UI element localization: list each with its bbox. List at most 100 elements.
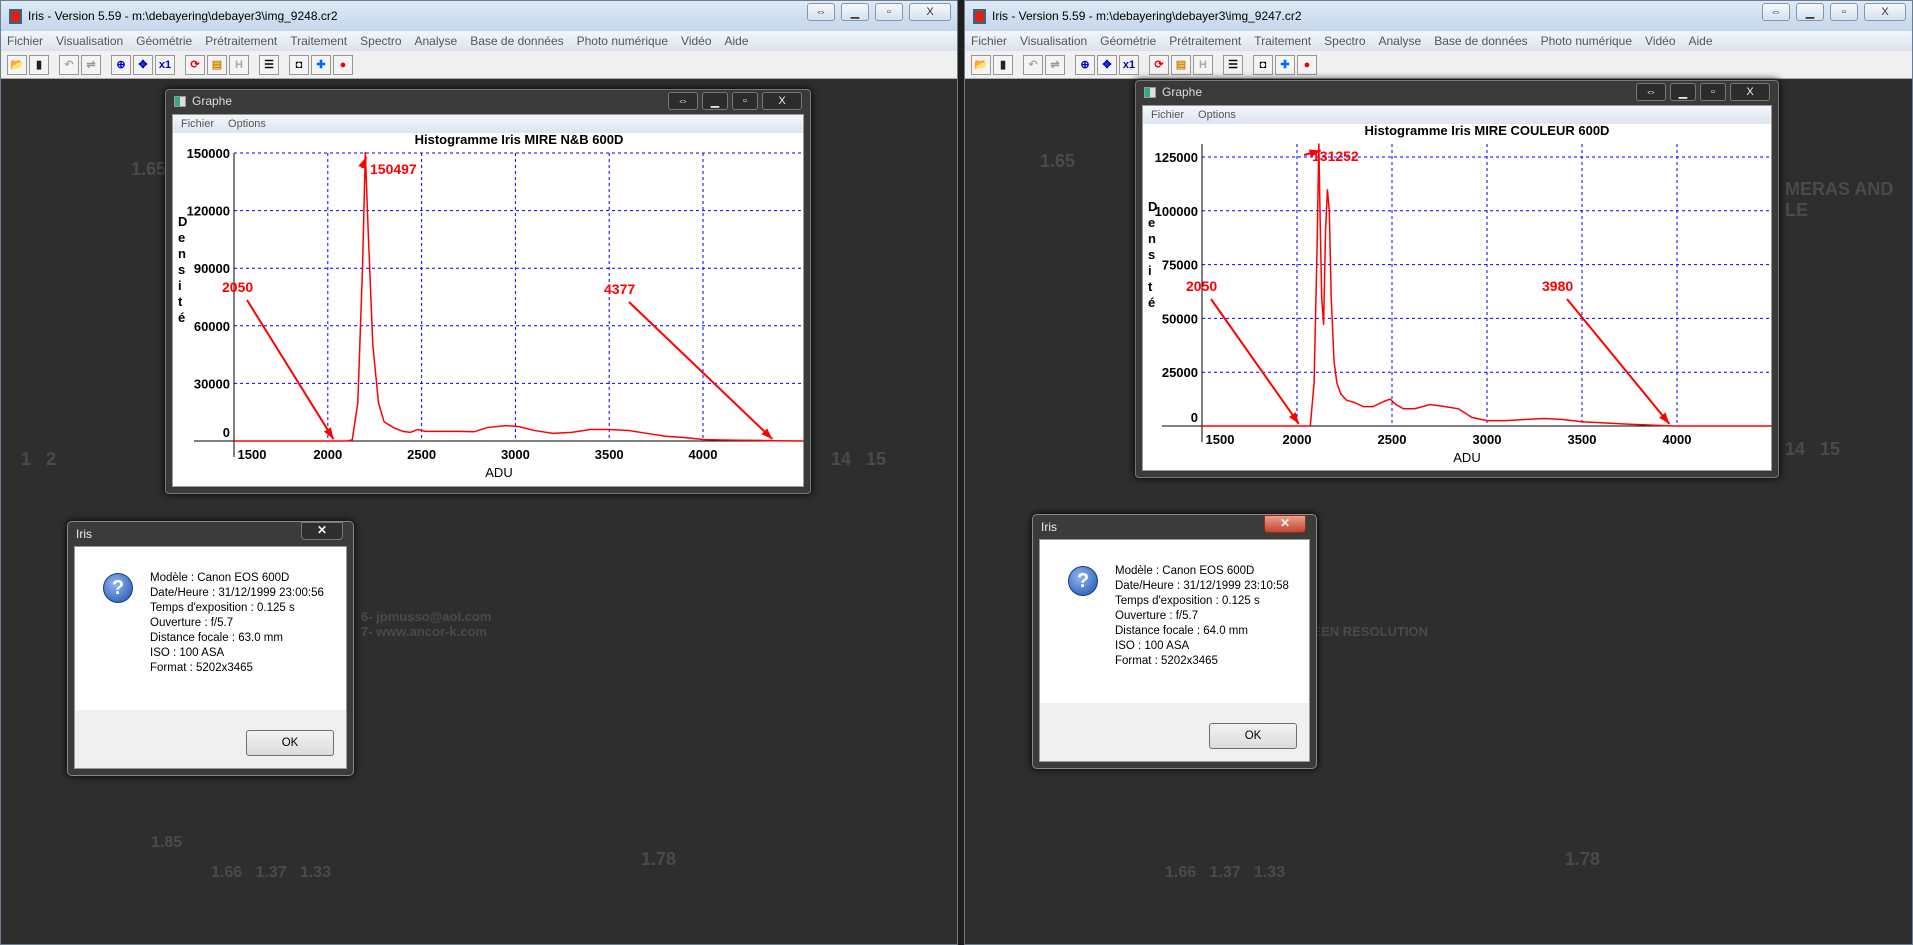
minimize-button[interactable]: ▁ bbox=[1670, 83, 1696, 101]
record-icon[interactable]: ● bbox=[333, 54, 353, 75]
menu-item[interactable]: Visualisation bbox=[1020, 34, 1088, 48]
resize-arrows-button[interactable]: ⇔ bbox=[668, 92, 698, 110]
graph-menu-options[interactable]: Options bbox=[1198, 109, 1236, 121]
x-tick-label: 3500 bbox=[595, 447, 624, 462]
graph-window-right: Graphe ⇔ ▁ ▫ X Fichier Options bbox=[1135, 80, 1779, 478]
menu-item[interactable]: Photo numérique bbox=[1540, 34, 1633, 48]
menu-item[interactable]: Vidéo bbox=[681, 34, 712, 48]
move-icon[interactable]: ✥ bbox=[133, 54, 153, 75]
refresh-icon[interactable]: ⟳ bbox=[1149, 54, 1169, 75]
annotation-label: 131252 bbox=[1312, 148, 1359, 164]
menu-bar: Fichier Visualisation Géométrie Prétraiteme… bbox=[965, 31, 1912, 51]
histogram-curve bbox=[234, 152, 804, 442]
menu-item[interactable]: Spectro bbox=[1324, 34, 1366, 48]
cross-icon[interactable]: ✚ bbox=[1275, 54, 1295, 75]
y-tick-label: 120000 bbox=[187, 204, 230, 219]
menu-item[interactable]: Traitement bbox=[1254, 34, 1312, 48]
ok-button[interactable]: OK bbox=[1209, 723, 1297, 749]
menu-item[interactable]: Prétraitement bbox=[205, 34, 278, 48]
menu-item[interactable]: Aide bbox=[724, 34, 749, 48]
exif-line: Date/Heure : 31/12/1999 23:10:58 bbox=[1115, 580, 1289, 592]
graph-menu-fichier[interactable]: Fichier bbox=[181, 118, 215, 130]
close-button[interactable]: X bbox=[762, 92, 802, 110]
undo-icon[interactable]: ↶ bbox=[59, 54, 79, 75]
annotation-arrow-line bbox=[628, 301, 774, 440]
palette-icon[interactable]: ▤ bbox=[207, 54, 227, 75]
camera-icon[interactable]: ◘ bbox=[289, 54, 309, 75]
palette-icon[interactable]: ▤ bbox=[1171, 54, 1191, 75]
graph-menu-fichier[interactable]: Fichier bbox=[1151, 109, 1185, 121]
menu-item[interactable]: Fichier bbox=[971, 34, 1008, 48]
x1-zoom-icon[interactable]: x1 bbox=[1119, 54, 1139, 75]
background-image-text: 1.66 1.37 1.33 bbox=[211, 864, 332, 881]
minimize-button[interactable]: ▁ bbox=[1796, 3, 1824, 21]
maximize-button[interactable]: ▫ bbox=[875, 3, 903, 21]
background-image-text: 1 2 bbox=[21, 449, 57, 469]
exif-line: Temps d'exposition : 0.125 s bbox=[1115, 595, 1260, 607]
histogram-h-icon[interactable]: H bbox=[1193, 54, 1213, 75]
adjust-icon[interactable]: ⇌ bbox=[1045, 54, 1065, 75]
menu-item[interactable]: Analyse bbox=[1378, 34, 1422, 48]
window-title: Iris - Version 5.59 - m:\debayering\deba… bbox=[992, 9, 1302, 23]
dialog-close-button[interactable]: ✕ bbox=[1264, 515, 1306, 533]
maximize-button[interactable]: ▫ bbox=[1830, 3, 1858, 21]
list-icon[interactable]: ☰ bbox=[259, 54, 279, 75]
close-button[interactable]: X bbox=[1864, 3, 1906, 21]
x1-zoom-icon[interactable]: x1 bbox=[155, 54, 175, 75]
minimize-button[interactable]: ▁ bbox=[702, 92, 728, 110]
question-icon: ? bbox=[103, 573, 133, 603]
zoom-fit-icon[interactable]: ⊕ bbox=[111, 54, 131, 75]
histogram-chart-nb: Histogramme Iris MIRE N&B 600D 0 30000 6000… bbox=[178, 132, 804, 480]
menu-item[interactable]: Traitement bbox=[290, 34, 348, 48]
camera-icon[interactable]: ◘ bbox=[1253, 54, 1273, 75]
refresh-icon[interactable]: ⟳ bbox=[185, 54, 205, 75]
ok-button[interactable]: OK bbox=[246, 730, 334, 756]
adjust-icon[interactable]: ⇌ bbox=[81, 54, 101, 75]
annotation-label: 150497 bbox=[370, 161, 417, 177]
exif-line: Ouverture : f/5.7 bbox=[150, 617, 234, 629]
histogram-h-icon[interactable]: H bbox=[229, 54, 249, 75]
cross-icon[interactable]: ✚ bbox=[311, 54, 331, 75]
background-image-text: 1.78 bbox=[1565, 849, 1601, 869]
menu-item[interactable]: Analyse bbox=[414, 34, 458, 48]
zoom-fit-icon[interactable]: ⊕ bbox=[1075, 54, 1095, 75]
menu-item[interactable]: Géométrie bbox=[136, 34, 193, 48]
background-image-text: MERAS AND LE bbox=[1785, 179, 1894, 220]
save-icon[interactable]: ▮ bbox=[29, 54, 49, 75]
maximize-button[interactable]: ▫ bbox=[732, 92, 758, 110]
graph-window-title: Graphe bbox=[192, 94, 233, 108]
annotation-arrowhead bbox=[358, 156, 367, 169]
list-icon[interactable]: ☰ bbox=[1223, 54, 1243, 75]
background-image-text: SCREEN RESOLUTION bbox=[1285, 624, 1429, 639]
resize-arrows-button[interactable]: ⇔ bbox=[1762, 3, 1790, 21]
annotation-label: 2050 bbox=[1186, 278, 1217, 294]
menu-item[interactable]: Base de données bbox=[470, 34, 564, 48]
record-icon[interactable]: ● bbox=[1297, 54, 1317, 75]
open-folder-icon[interactable]: 📂 bbox=[7, 54, 27, 75]
close-button[interactable]: X bbox=[909, 3, 951, 21]
dialog-title: Iris bbox=[1041, 520, 1057, 534]
menu-item[interactable]: Vidéo bbox=[1645, 34, 1676, 48]
graph-menu-bar: Fichier Options bbox=[173, 115, 803, 133]
menu-item[interactable]: Géométrie bbox=[1100, 34, 1157, 48]
maximize-button[interactable]: ▫ bbox=[1700, 83, 1726, 101]
minimize-button[interactable]: ▁ bbox=[841, 3, 869, 21]
save-icon[interactable]: ▮ bbox=[993, 54, 1013, 75]
dialog-close-button[interactable]: ✕ bbox=[301, 522, 343, 540]
open-folder-icon[interactable]: 📂 bbox=[971, 54, 991, 75]
resize-arrows-button[interactable]: ⇔ bbox=[807, 3, 835, 21]
menu-item[interactable]: Fichier bbox=[7, 34, 44, 48]
menu-item[interactable]: Spectro bbox=[360, 34, 402, 48]
close-button[interactable]: X bbox=[1730, 83, 1770, 101]
y-tick-label: 30000 bbox=[194, 376, 230, 391]
graph-menu-options[interactable]: Options bbox=[228, 118, 266, 130]
move-icon[interactable]: ✥ bbox=[1097, 54, 1117, 75]
resize-arrows-button[interactable]: ⇔ bbox=[1636, 83, 1666, 101]
menu-item[interactable]: Aide bbox=[1688, 34, 1713, 48]
menu-item[interactable]: Base de données bbox=[1434, 34, 1528, 48]
menu-item[interactable]: Visualisation bbox=[56, 34, 124, 48]
undo-icon[interactable]: ↶ bbox=[1023, 54, 1043, 75]
menu-item[interactable]: Photo numérique bbox=[576, 34, 669, 48]
menu-item[interactable]: Prétraitement bbox=[1169, 34, 1242, 48]
